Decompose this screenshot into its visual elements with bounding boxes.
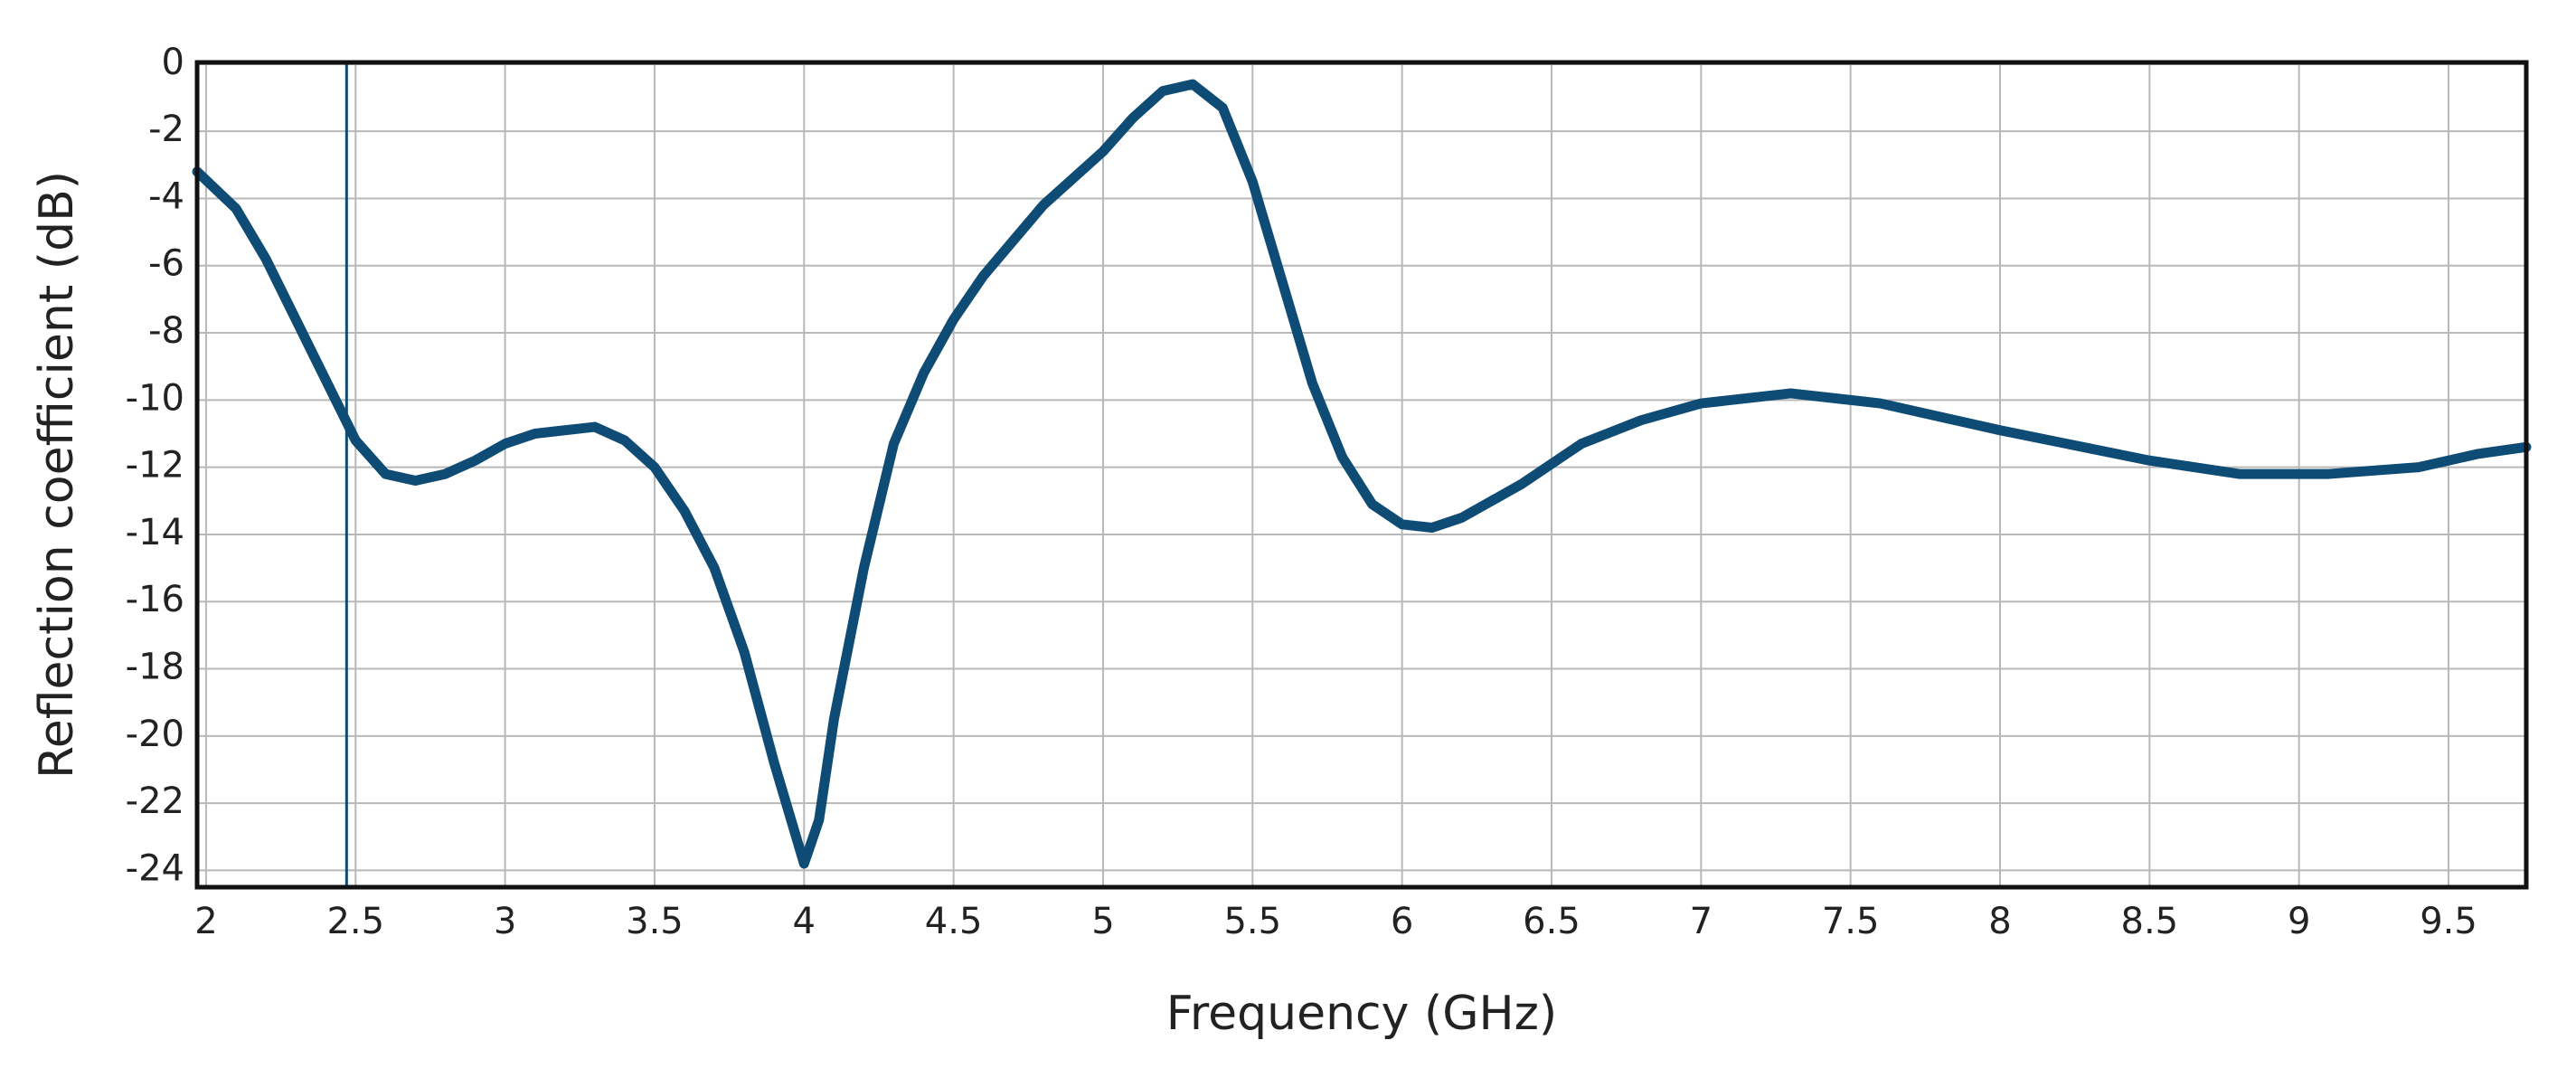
data-line: [192, 79, 2532, 869]
y-tick-label: -8: [148, 310, 184, 352]
y-tick-label: -10: [126, 377, 184, 419]
x-tick-label: 4: [793, 901, 816, 942]
x-tick-label: 6.5: [1523, 901, 1581, 942]
x-tick-label: 7.5: [1822, 901, 1880, 942]
y-tick-label: -2: [148, 109, 184, 150]
y-tick-label: -14: [126, 512, 184, 553]
x-axis-title: Frequency (GHz): [1166, 987, 1557, 1041]
plot-border: [194, 60, 2529, 890]
y-tick-label: -18: [126, 647, 184, 688]
x-tick-label: 3: [494, 901, 516, 942]
x-tick-label: 3.5: [626, 901, 684, 942]
y-tick-label: -4: [148, 175, 184, 217]
y-tick-label: -22: [126, 780, 184, 822]
y-tick-label: -16: [126, 579, 184, 620]
y-tick-label: -24: [126, 847, 184, 889]
x-tick-label: 4.5: [925, 901, 983, 942]
x-tick-label: 9: [2288, 901, 2310, 942]
y-tick-label: -6: [148, 243, 184, 285]
x-tick-label: 2: [194, 901, 217, 942]
x-tick-label: 9.5: [2420, 901, 2477, 942]
y-tick-label: -12: [126, 445, 184, 487]
x-tick-label: 7: [1690, 901, 1713, 942]
x-tick-label: 5: [1091, 901, 1114, 942]
y-tick-label: 0: [162, 42, 184, 83]
x-tick-label: 8: [1988, 901, 2011, 942]
x-tick-label: 6: [1391, 901, 1413, 942]
y-tick-label: -20: [126, 714, 184, 755]
x-tick-label: 5.5: [1223, 901, 1281, 942]
y-axis-title: Reflection coefficient (dB): [30, 171, 84, 779]
x-tick-label: 2.5: [326, 901, 384, 942]
x-tick-label: 8.5: [2121, 901, 2179, 942]
